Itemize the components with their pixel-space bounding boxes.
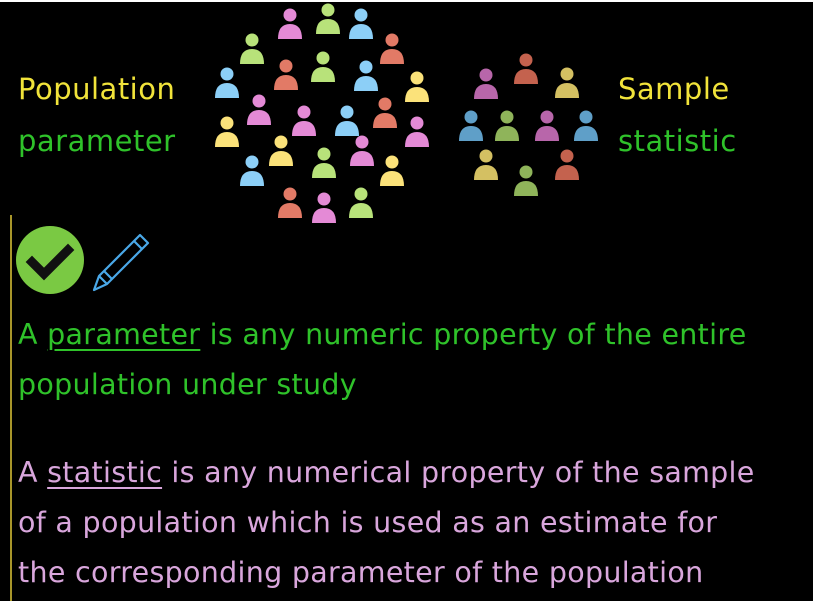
population-person-icon — [215, 67, 239, 98]
population-person-icon — [278, 187, 302, 218]
population-person-icon — [350, 135, 374, 166]
population-person-icon — [380, 155, 404, 186]
population-person-icon — [311, 51, 335, 82]
sample-person-icon — [474, 68, 498, 99]
parameter-definition: A parameter is any numeric property of t… — [18, 318, 747, 401]
population-person-icon — [240, 33, 264, 64]
sample-person-icon — [555, 67, 579, 98]
population-person-icon — [349, 187, 373, 218]
population-person-icon — [274, 59, 298, 90]
population-person-icon — [269, 135, 293, 166]
statistic-term: statistic — [47, 456, 163, 489]
population-person-icon — [380, 33, 404, 64]
population-person-icon — [240, 155, 264, 186]
population-person-icon — [312, 192, 336, 223]
population-person-icon — [312, 147, 336, 178]
top-border — [0, 0, 813, 2]
sample-person-icon — [514, 53, 538, 84]
parameter-term: parameter — [47, 318, 201, 351]
population-person-icon — [373, 97, 397, 128]
check-circle-icon — [16, 226, 84, 294]
population-person-icon — [215, 116, 239, 147]
population-person-icon — [278, 8, 302, 39]
people-illustration — [215, 3, 598, 223]
sample-person-icon — [535, 110, 559, 141]
population-person-icon — [405, 71, 429, 102]
sample-person-icon — [574, 110, 598, 141]
population-person-icon — [354, 60, 378, 91]
population-label: Population — [18, 72, 176, 106]
statistic-label: statistic — [618, 124, 737, 158]
population-person-icon — [292, 105, 316, 136]
sample-person-icon — [459, 110, 483, 141]
population-person-icon — [316, 3, 340, 34]
parameter-label: parameter — [18, 124, 176, 158]
population-person-icon — [335, 105, 359, 136]
population-person-icon — [247, 94, 271, 125]
sample-person-icon — [555, 149, 579, 180]
margin-line — [10, 215, 12, 601]
statistic-definition: A statistic is any numerical property of… — [18, 456, 755, 589]
sample-person-icon — [495, 110, 519, 141]
sample-label: Sample — [618, 72, 730, 106]
sample-person-icon — [474, 149, 498, 180]
population-person-icon — [349, 8, 373, 39]
population-person-icon — [405, 116, 429, 147]
pencil-icon — [92, 233, 150, 292]
sample-person-icon — [514, 165, 538, 196]
